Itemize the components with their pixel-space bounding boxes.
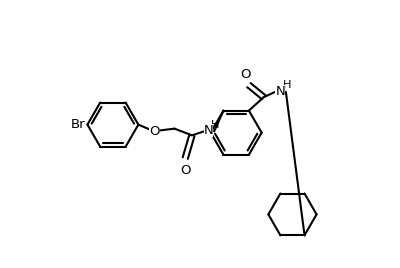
Text: N: N — [204, 124, 214, 137]
Text: N: N — [275, 85, 285, 98]
Text: H: H — [211, 120, 219, 130]
Text: O: O — [180, 164, 190, 177]
Text: O: O — [149, 125, 160, 138]
Text: O: O — [240, 68, 251, 81]
Text: H: H — [283, 80, 291, 90]
Text: Br: Br — [71, 118, 85, 131]
